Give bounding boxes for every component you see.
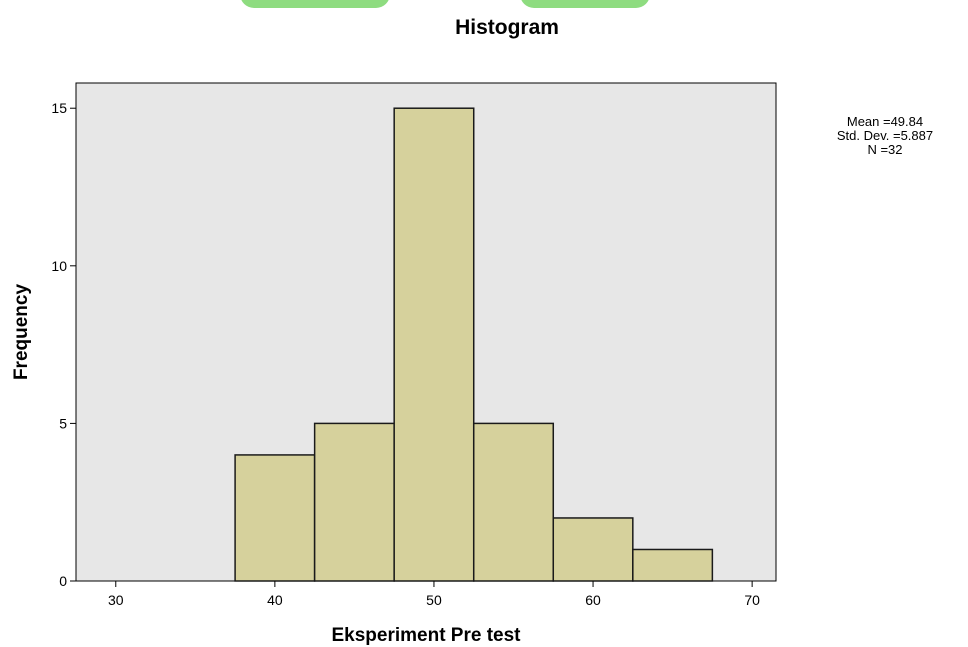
stat-mean: Mean =49.84 xyxy=(847,114,923,129)
x-tick-label: 40 xyxy=(267,592,283,608)
bar-5 xyxy=(632,548,714,582)
bar-1 xyxy=(313,422,395,582)
chart-title: Histogram xyxy=(455,16,559,39)
y-tick-label: 10 xyxy=(51,258,67,274)
bars-group xyxy=(234,107,714,582)
y-axis: 0 5 10 15 xyxy=(51,100,76,589)
y-tick-label: 15 xyxy=(51,100,67,116)
stats-box: Mean =49.84 Std. Dev. =5.887 N =32 xyxy=(837,114,933,157)
y-tick-label: 5 xyxy=(59,415,67,431)
y-tick-label: 0 xyxy=(59,573,67,589)
watermark-shape-left xyxy=(240,0,390,8)
bar-2 xyxy=(393,107,475,582)
x-tick-label: 60 xyxy=(585,592,601,608)
bar-3 xyxy=(472,422,555,582)
x-tick-label: 30 xyxy=(108,592,124,608)
x-tick-label: 50 xyxy=(426,592,442,608)
watermark-shape-right xyxy=(520,0,650,8)
x-axis-title: Eksperiment Pre test xyxy=(331,625,521,646)
x-tick-label: 70 xyxy=(744,592,760,608)
bar-4 xyxy=(552,517,634,582)
stat-std-dev: Std. Dev. =5.887 xyxy=(837,128,933,143)
x-axis: 30 40 50 60 70 xyxy=(108,581,760,608)
y-axis-title: Frequency xyxy=(11,284,32,381)
bar-0 xyxy=(234,454,316,582)
stat-n: N =32 xyxy=(867,142,902,157)
